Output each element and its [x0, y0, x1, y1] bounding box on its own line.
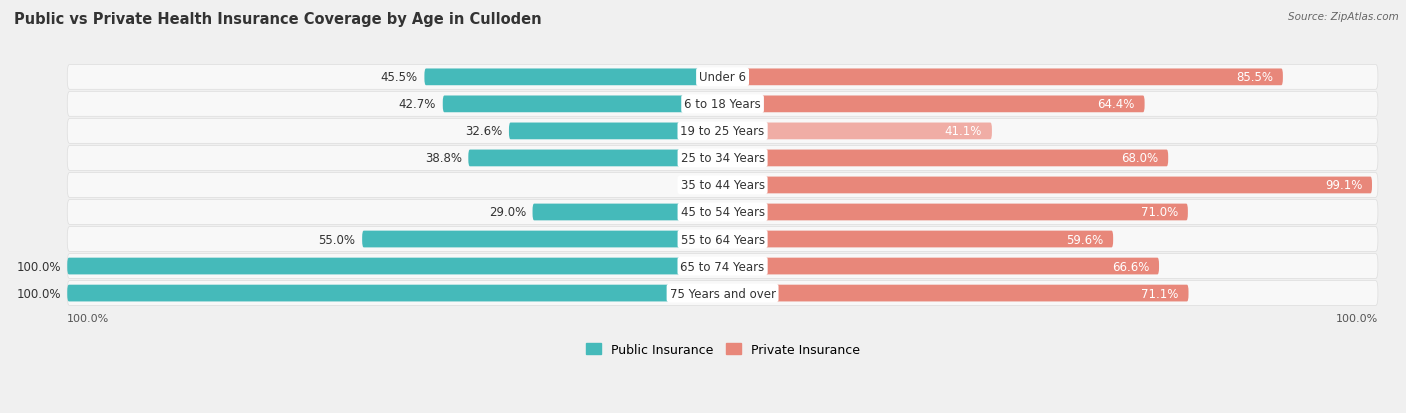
FancyBboxPatch shape — [67, 119, 1378, 144]
Text: 100.0%: 100.0% — [17, 287, 60, 300]
FancyBboxPatch shape — [443, 96, 723, 113]
FancyBboxPatch shape — [67, 200, 1378, 225]
Text: 64.4%: 64.4% — [1098, 98, 1135, 111]
Text: 45 to 54 Years: 45 to 54 Years — [681, 206, 765, 219]
Text: 29.0%: 29.0% — [489, 206, 526, 219]
Text: 25 to 34 Years: 25 to 34 Years — [681, 152, 765, 165]
Text: 35 to 44 Years: 35 to 44 Years — [681, 179, 765, 192]
FancyBboxPatch shape — [723, 150, 1168, 167]
Text: 71.0%: 71.0% — [1140, 206, 1178, 219]
Text: 68.0%: 68.0% — [1121, 152, 1159, 165]
FancyBboxPatch shape — [723, 69, 1282, 86]
Text: 99.1%: 99.1% — [1324, 179, 1362, 192]
FancyBboxPatch shape — [723, 96, 1144, 113]
Text: 0.9%: 0.9% — [681, 179, 710, 192]
FancyBboxPatch shape — [67, 65, 1378, 90]
FancyBboxPatch shape — [723, 177, 1372, 194]
FancyBboxPatch shape — [723, 258, 1159, 275]
Text: 55.0%: 55.0% — [319, 233, 356, 246]
Text: 32.6%: 32.6% — [465, 125, 502, 138]
Text: 59.6%: 59.6% — [1066, 233, 1104, 246]
FancyBboxPatch shape — [425, 69, 723, 86]
Text: 85.5%: 85.5% — [1236, 71, 1272, 84]
Text: 100.0%: 100.0% — [17, 260, 60, 273]
FancyBboxPatch shape — [67, 173, 1378, 198]
FancyBboxPatch shape — [717, 177, 723, 194]
FancyBboxPatch shape — [67, 254, 1378, 279]
Text: 41.1%: 41.1% — [945, 125, 981, 138]
FancyBboxPatch shape — [67, 146, 1378, 171]
Text: 75 Years and over: 75 Years and over — [669, 287, 776, 300]
FancyBboxPatch shape — [67, 281, 1378, 306]
Text: 38.8%: 38.8% — [425, 152, 461, 165]
FancyBboxPatch shape — [723, 204, 1188, 221]
Text: 6 to 18 Years: 6 to 18 Years — [685, 98, 761, 111]
Text: Source: ZipAtlas.com: Source: ZipAtlas.com — [1288, 12, 1399, 22]
FancyBboxPatch shape — [67, 258, 723, 275]
FancyBboxPatch shape — [468, 150, 723, 167]
Legend: Public Insurance, Private Insurance: Public Insurance, Private Insurance — [581, 338, 865, 361]
Text: 45.5%: 45.5% — [381, 71, 418, 84]
FancyBboxPatch shape — [67, 92, 1378, 117]
Text: 55 to 64 Years: 55 to 64 Years — [681, 233, 765, 246]
Text: 100.0%: 100.0% — [1336, 313, 1378, 323]
FancyBboxPatch shape — [67, 227, 1378, 252]
FancyBboxPatch shape — [533, 204, 723, 221]
Text: 19 to 25 Years: 19 to 25 Years — [681, 125, 765, 138]
Text: 100.0%: 100.0% — [67, 313, 110, 323]
Text: 66.6%: 66.6% — [1112, 260, 1149, 273]
FancyBboxPatch shape — [67, 285, 723, 302]
FancyBboxPatch shape — [509, 123, 723, 140]
Text: 71.1%: 71.1% — [1142, 287, 1178, 300]
FancyBboxPatch shape — [723, 285, 1188, 302]
Text: 42.7%: 42.7% — [399, 98, 436, 111]
FancyBboxPatch shape — [363, 231, 723, 248]
FancyBboxPatch shape — [723, 231, 1114, 248]
Text: 65 to 74 Years: 65 to 74 Years — [681, 260, 765, 273]
FancyBboxPatch shape — [723, 123, 991, 140]
Text: Under 6: Under 6 — [699, 71, 747, 84]
Text: Public vs Private Health Insurance Coverage by Age in Culloden: Public vs Private Health Insurance Cover… — [14, 12, 541, 27]
